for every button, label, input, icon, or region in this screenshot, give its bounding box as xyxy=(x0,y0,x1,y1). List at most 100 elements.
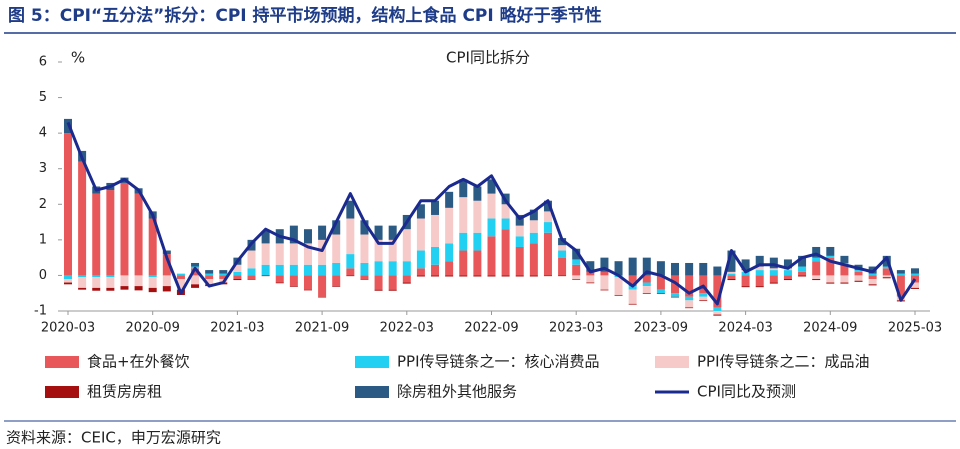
bar-segment xyxy=(318,225,327,240)
bar-segment xyxy=(374,289,383,291)
bar-segment xyxy=(798,255,807,267)
y-unit: % xyxy=(71,49,85,67)
bar-segment xyxy=(628,275,637,287)
bar-segment xyxy=(360,275,369,279)
bar-segment xyxy=(78,161,87,276)
bar-segment xyxy=(431,214,440,247)
bar-segment xyxy=(600,271,609,276)
bar-segment xyxy=(247,250,256,269)
bar-segment xyxy=(416,268,425,276)
bar-segment xyxy=(205,270,214,274)
bar-segment xyxy=(416,250,425,269)
bar-segment xyxy=(162,250,171,255)
bar-segment xyxy=(106,287,115,291)
bar-segment xyxy=(783,278,792,281)
bar-segment xyxy=(558,250,567,258)
bar-segment xyxy=(812,275,821,279)
source: 资料来源：CEIC，申万宏源研究 xyxy=(6,429,221,447)
bar-segment xyxy=(134,275,143,287)
bar-segment xyxy=(586,261,595,272)
bar-segment xyxy=(459,250,468,276)
x-tick-label: 2024-03 xyxy=(718,321,772,336)
bar-segment xyxy=(826,257,835,276)
bar-segment xyxy=(515,225,524,237)
bar-segment xyxy=(275,275,284,283)
bar-segment xyxy=(332,262,341,276)
bar-segment xyxy=(529,209,538,221)
bar-segment xyxy=(628,289,637,304)
bar-segment xyxy=(769,257,778,269)
bar-segment xyxy=(261,243,270,265)
bar-segment xyxy=(896,270,905,274)
bar-segment xyxy=(219,270,228,274)
bar-segment xyxy=(303,289,312,291)
bar-segment xyxy=(840,255,849,263)
legend-label: 除房租外其他服务 xyxy=(397,383,517,401)
y-tick-label: 2 xyxy=(39,197,47,212)
bar-segment xyxy=(162,275,171,287)
legend-swatch xyxy=(355,356,389,368)
bar-segment xyxy=(783,270,792,276)
bar-segment xyxy=(459,179,468,198)
bar-segment xyxy=(543,275,552,277)
bar-segment xyxy=(205,275,214,279)
bar-segment xyxy=(741,259,750,271)
bar-segment xyxy=(826,282,835,284)
bar-segment xyxy=(685,275,694,297)
bar-segment xyxy=(247,268,256,276)
y-tick-label: 3 xyxy=(39,161,47,176)
bar-segment xyxy=(233,264,242,272)
bar-segment xyxy=(191,262,200,267)
bar-segment xyxy=(741,271,750,276)
bar-segment xyxy=(445,191,454,208)
bar-segment xyxy=(473,200,482,233)
bar-segment xyxy=(416,218,425,251)
bar-segment xyxy=(64,133,72,276)
x-tick-label: 2021-03 xyxy=(210,321,264,336)
bar-segment xyxy=(289,264,298,276)
bar-segment xyxy=(459,275,468,277)
bar-segment xyxy=(699,262,708,276)
bar-segment xyxy=(614,261,623,276)
bar-segment xyxy=(656,275,665,290)
x-tick-label: 2024-09 xyxy=(803,321,857,336)
bar-segment xyxy=(558,257,567,276)
bar-segment xyxy=(783,259,792,269)
bar-segment xyxy=(445,207,454,244)
bar-segment xyxy=(303,229,312,244)
bar-segment xyxy=(402,282,411,284)
bar-segment xyxy=(586,271,595,276)
bar-segment xyxy=(543,200,552,212)
bar-segment xyxy=(275,264,284,276)
bar-segment xyxy=(388,239,397,262)
bar-segment xyxy=(402,275,411,283)
bar-segment xyxy=(388,289,397,291)
x-tick-label: 2023-03 xyxy=(549,321,603,336)
bar-segment xyxy=(78,275,87,278)
bar-segment xyxy=(162,254,171,276)
bar-segment xyxy=(882,266,891,269)
bar-segment xyxy=(176,278,185,290)
bar-segment xyxy=(713,266,722,276)
bar-segment xyxy=(628,257,637,276)
bar-segment xyxy=(191,268,200,276)
bar-segment xyxy=(346,218,355,255)
y-tick-label: 5 xyxy=(39,90,47,105)
bar-segment xyxy=(205,273,214,276)
bar-segment xyxy=(769,268,778,271)
bar-segment xyxy=(868,284,877,286)
bar-segment xyxy=(360,234,369,263)
bar-segment xyxy=(78,287,87,290)
bar-segment xyxy=(826,255,835,258)
bar-segment xyxy=(642,293,651,294)
bar-segment xyxy=(487,179,496,194)
bar-segment xyxy=(572,278,581,280)
bar-segment xyxy=(529,243,538,276)
bar-segment xyxy=(275,282,284,284)
bar-segment xyxy=(543,222,552,233)
bar-segment xyxy=(713,307,722,311)
bar-segment xyxy=(543,211,552,223)
bar-segment xyxy=(92,193,101,276)
cpi-line xyxy=(66,121,917,306)
bar-segment xyxy=(755,266,764,271)
